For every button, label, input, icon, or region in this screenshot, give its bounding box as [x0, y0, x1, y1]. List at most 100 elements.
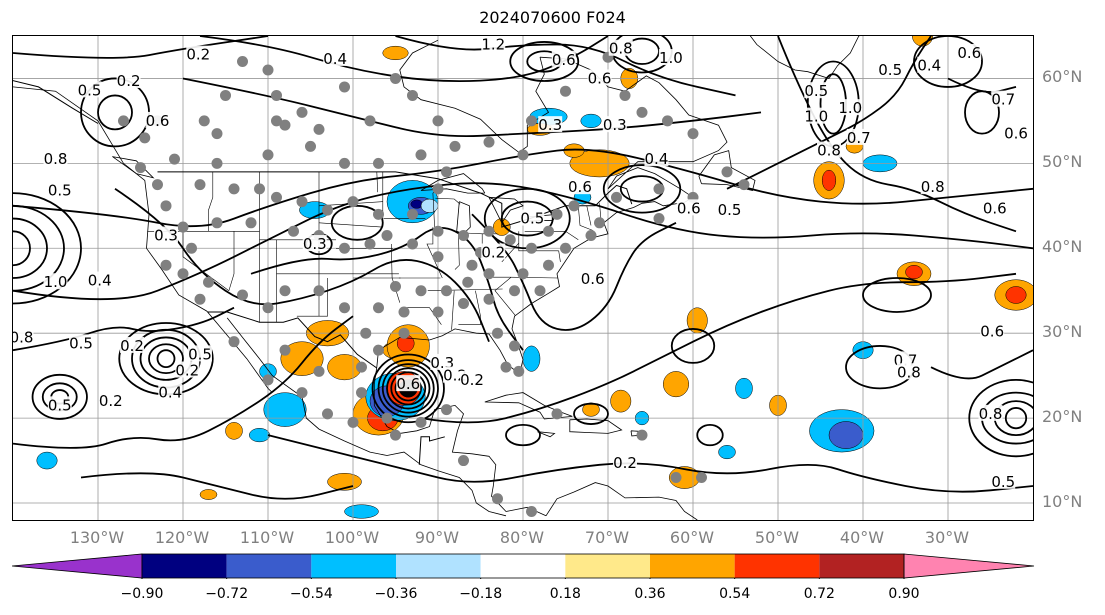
- station-dot: [186, 242, 197, 254]
- contour-line: [1004, 407, 1028, 430]
- contour-label: 1.2: [481, 36, 505, 53]
- station-dot: [373, 302, 384, 314]
- contour-line: [156, 349, 176, 369]
- contour-line: [930, 349, 1033, 380]
- station-dot: [373, 157, 384, 169]
- contour-label-bg: [302, 235, 327, 252]
- station-dot: [407, 238, 418, 250]
- longitude-label: 130°W: [69, 528, 125, 547]
- contour-label-bg: [323, 49, 348, 66]
- station-dot: [271, 89, 282, 101]
- contour-label: 0.3: [154, 227, 178, 245]
- coastline: [545, 482, 698, 520]
- contour-label: 0.8: [921, 178, 945, 196]
- coastlines: [13, 36, 860, 520]
- longitude-label: 50°W: [754, 528, 800, 547]
- contour-label-bg: [520, 209, 545, 226]
- anomaly-blob: [718, 445, 736, 460]
- contour-label-bg: [644, 150, 669, 167]
- station-dot: [194, 179, 206, 191]
- contour-line: [199, 36, 609, 82]
- contour-label: 0.2: [99, 392, 123, 410]
- contour-label: 0.6: [146, 112, 170, 130]
- station-dot: [160, 200, 172, 212]
- anomaly-blob: [225, 422, 243, 440]
- contour-label-bg: [87, 271, 112, 288]
- map-title: 2024070600 F024: [479, 8, 626, 27]
- contour-label-bg: [77, 81, 102, 98]
- contour-label-bg: [978, 404, 1003, 421]
- coastline: [420, 173, 486, 194]
- contour-label-bg: [396, 375, 421, 392]
- state-border: [558, 250, 561, 262]
- contour-label-bg: [602, 116, 627, 133]
- contour-line: [31, 373, 88, 420]
- contour-label-bg: [896, 363, 921, 380]
- contour-label: 0.2: [481, 244, 505, 262]
- anomaly-blob: [199, 489, 218, 500]
- station-dot: [568, 200, 580, 212]
- station-dot: [271, 115, 282, 127]
- station-dot: [509, 340, 520, 352]
- state-border: [451, 290, 455, 330]
- station-dot: [198, 115, 210, 127]
- station-dot: [203, 276, 214, 288]
- station-dot: [262, 64, 274, 76]
- contour-label-bg: [804, 82, 829, 99]
- station-dot: [339, 81, 350, 93]
- contour-label: 0.5: [878, 61, 902, 79]
- station-dot: [504, 234, 516, 246]
- colorbar-tick-label: −0.36: [374, 586, 418, 602]
- contour-line: [182, 77, 762, 138]
- contour-label-bg: [804, 107, 829, 124]
- contour-label: 0.5: [188, 345, 212, 363]
- station-dot: [483, 225, 495, 237]
- state-border: [578, 205, 593, 231]
- anomaly-blob: [36, 451, 58, 470]
- station-dot: [373, 208, 384, 220]
- station-dot: [356, 387, 367, 399]
- contour-label: 0.8: [13, 328, 33, 346]
- station-dot: [653, 183, 665, 195]
- contour-label-bg: [538, 116, 563, 133]
- station-dot: [432, 183, 444, 195]
- station-dot: [313, 285, 325, 297]
- latitude-label: 40°N: [1042, 237, 1083, 257]
- contour-label: 0.6: [983, 199, 1007, 217]
- station-dot: [543, 259, 554, 271]
- contour-label-bg: [460, 370, 484, 387]
- station-dot: [339, 157, 350, 169]
- station-dot: [696, 472, 707, 484]
- contour-line: [968, 379, 1033, 458]
- longitude-label: 80°W: [499, 528, 545, 547]
- contour-label: 0.6: [677, 199, 701, 217]
- colorbar-tick-label: −0.54: [289, 586, 333, 602]
- station-dot: [551, 208, 563, 220]
- contour-line: [371, 353, 445, 424]
- colorbar-segment: [565, 554, 650, 578]
- station-dot: [271, 191, 282, 203]
- contour-label: 0.3: [538, 116, 562, 134]
- contour-label: 0.2: [120, 337, 144, 355]
- colorbar-extend-high: [903, 553, 1035, 579]
- station-dot: [398, 306, 410, 318]
- station-dot: [513, 365, 525, 377]
- contour-line: [696, 423, 724, 447]
- contour-line: [395, 36, 736, 97]
- station-dot: [458, 455, 469, 467]
- station-dot: [560, 85, 571, 97]
- station-dot: [279, 119, 291, 131]
- contour-line: [267, 434, 1033, 493]
- contour-label-bg: [980, 322, 1005, 339]
- contour-label-bg: [43, 150, 68, 167]
- station-dot: [415, 149, 427, 161]
- station-dot: [526, 242, 537, 254]
- anomaly-blob: [821, 169, 837, 191]
- contour-line: [500, 200, 554, 237]
- station-dot: [432, 251, 444, 263]
- colorbar-segment: [396, 554, 481, 578]
- contour-label: 0.4: [88, 272, 112, 290]
- station-dot: [313, 365, 325, 377]
- contour-line: [13, 230, 31, 267]
- station-dot: [211, 217, 223, 229]
